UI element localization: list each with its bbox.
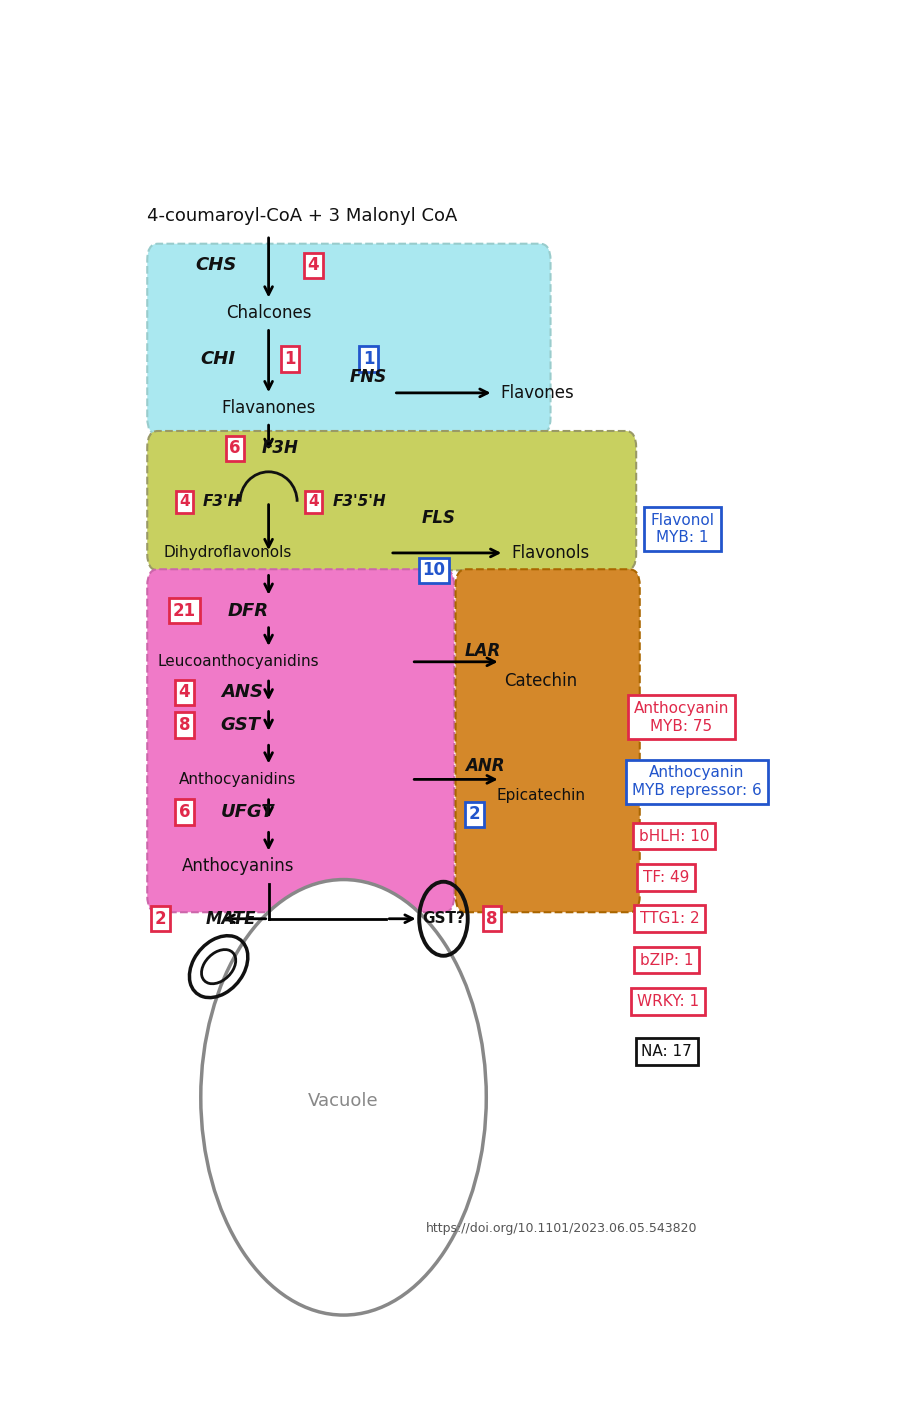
FancyBboxPatch shape bbox=[147, 431, 636, 570]
Text: Chalcones: Chalcones bbox=[226, 304, 311, 322]
Text: 4: 4 bbox=[309, 495, 319, 509]
Text: UFGT: UFGT bbox=[221, 803, 274, 822]
Text: 6: 6 bbox=[179, 803, 190, 822]
Text: LAR: LAR bbox=[465, 642, 501, 660]
Text: NA: 17: NA: 17 bbox=[642, 1044, 693, 1059]
Text: Flavones: Flavones bbox=[501, 383, 575, 402]
Text: FNS: FNS bbox=[350, 368, 387, 386]
Text: 1: 1 bbox=[285, 351, 296, 368]
Text: 1: 1 bbox=[363, 351, 374, 368]
Text: 2: 2 bbox=[155, 909, 166, 928]
Text: Flavanones: Flavanones bbox=[221, 399, 316, 417]
Text: 6: 6 bbox=[229, 440, 240, 457]
Text: ANR: ANR bbox=[465, 758, 505, 775]
Text: Flavonol
MYB: 1: Flavonol MYB: 1 bbox=[650, 513, 715, 546]
Text: 8: 8 bbox=[179, 715, 190, 734]
Text: bHLH: 10: bHLH: 10 bbox=[639, 829, 709, 844]
Text: Flavonols: Flavonols bbox=[511, 544, 589, 561]
Text: WRKY: 1: WRKY: 1 bbox=[637, 994, 699, 1010]
Text: 4: 4 bbox=[179, 683, 190, 701]
Text: Anthocyanin
MYB repressor: 6: Anthocyanin MYB repressor: 6 bbox=[632, 765, 762, 797]
Text: MATE: MATE bbox=[206, 909, 256, 928]
Text: F3'5'H: F3'5'H bbox=[332, 495, 387, 509]
Text: 4: 4 bbox=[308, 256, 320, 274]
FancyBboxPatch shape bbox=[147, 243, 551, 434]
Text: GST?: GST? bbox=[422, 911, 465, 926]
Text: TF: 49: TF: 49 bbox=[643, 870, 689, 885]
Text: Catechin: Catechin bbox=[504, 673, 577, 690]
Text: FLS: FLS bbox=[422, 509, 456, 527]
Text: ANS: ANS bbox=[221, 683, 262, 701]
FancyBboxPatch shape bbox=[456, 570, 640, 912]
Text: bZIP: 1: bZIP: 1 bbox=[640, 953, 694, 967]
Text: 21: 21 bbox=[173, 601, 196, 619]
Text: CHI: CHI bbox=[200, 351, 235, 368]
Text: Leucoanthocyanidins: Leucoanthocyanidins bbox=[157, 655, 319, 669]
FancyBboxPatch shape bbox=[147, 570, 454, 912]
Text: TTG1: 2: TTG1: 2 bbox=[640, 911, 700, 926]
Text: 8: 8 bbox=[486, 909, 497, 928]
Text: GST: GST bbox=[221, 715, 261, 734]
Text: 4: 4 bbox=[179, 495, 190, 509]
Text: https://doi.org/10.1101/2023.06.05.543820: https://doi.org/10.1101/2023.06.05.54382… bbox=[426, 1222, 697, 1234]
Text: Vacuole: Vacuole bbox=[309, 1092, 379, 1110]
Text: Dihydroflavonols: Dihydroflavonols bbox=[163, 546, 291, 560]
Text: CHS: CHS bbox=[195, 256, 237, 274]
Text: Anthocyanins: Anthocyanins bbox=[181, 857, 294, 875]
Text: DFR: DFR bbox=[227, 601, 269, 619]
Text: F3'H: F3'H bbox=[203, 495, 240, 509]
Text: Epicatechin: Epicatechin bbox=[496, 788, 585, 803]
Text: Anthocyanidins: Anthocyanidins bbox=[180, 772, 297, 788]
Text: F3H: F3H bbox=[262, 440, 298, 457]
Text: 10: 10 bbox=[423, 561, 446, 580]
Circle shape bbox=[201, 880, 486, 1315]
Text: 2: 2 bbox=[469, 805, 480, 823]
Text: Anthocyanin
MYB: 75: Anthocyanin MYB: 75 bbox=[634, 701, 729, 734]
Text: 4-coumaroyl-CoA + 3 Malonyl CoA: 4-coumaroyl-CoA + 3 Malonyl CoA bbox=[147, 208, 458, 225]
